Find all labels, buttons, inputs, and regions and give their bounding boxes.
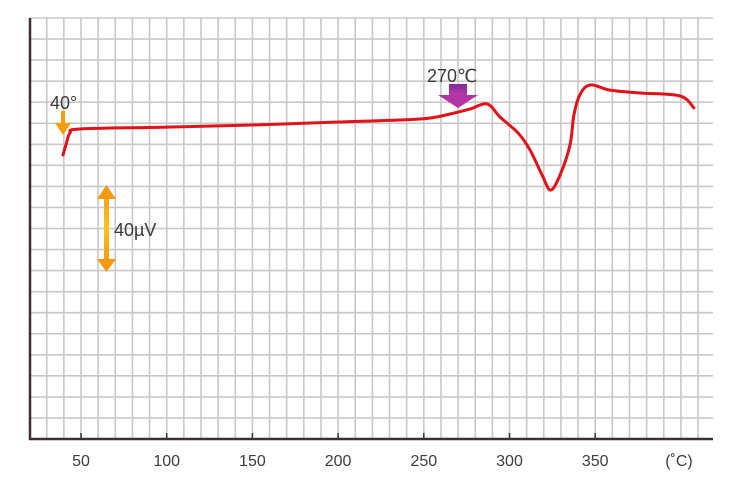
start-annotation: 40° (50, 93, 77, 135)
start-label: 40° (50, 93, 77, 113)
arrow-down-block-icon (438, 84, 478, 108)
double-arrow-vertical-icon (97, 185, 116, 272)
arrow-down-icon (55, 111, 71, 135)
scale-annotation: 40µV (97, 185, 156, 272)
x-tick-label: 100 (153, 453, 180, 470)
chart-axes (28, 18, 713, 441)
onset-annotation: 270℃ (427, 66, 478, 108)
x-axis-unit-label: (˚C) (665, 453, 693, 470)
x-axis-ticks: 50 100 150 200 250 300 350 (˚C) (72, 433, 693, 470)
x-tick-label: 350 (582, 453, 609, 470)
x-tick-label: 300 (496, 453, 523, 470)
dta-curve (61, 83, 696, 192)
x-tick-label: 250 (410, 453, 437, 470)
scale-label: 40µV (114, 220, 156, 240)
chart-grid (30, 17, 713, 439)
x-tick-label: 150 (239, 453, 266, 470)
x-tick-label: 50 (72, 453, 90, 470)
onset-label: 270℃ (427, 66, 477, 86)
x-tick-label: 200 (325, 453, 352, 470)
